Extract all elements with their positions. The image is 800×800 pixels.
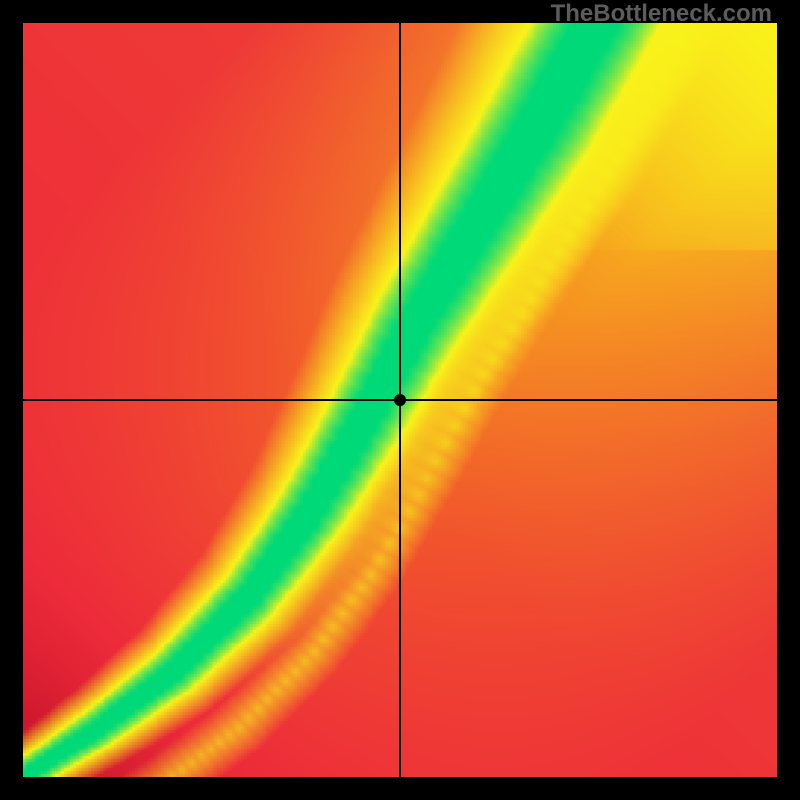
- frame-right: [777, 0, 800, 800]
- crosshair-marker[interactable]: [394, 394, 406, 406]
- watermark-text: TheBottleneck.com: [551, 0, 772, 28]
- frame-bottom: [0, 777, 800, 800]
- frame-left: [0, 0, 23, 800]
